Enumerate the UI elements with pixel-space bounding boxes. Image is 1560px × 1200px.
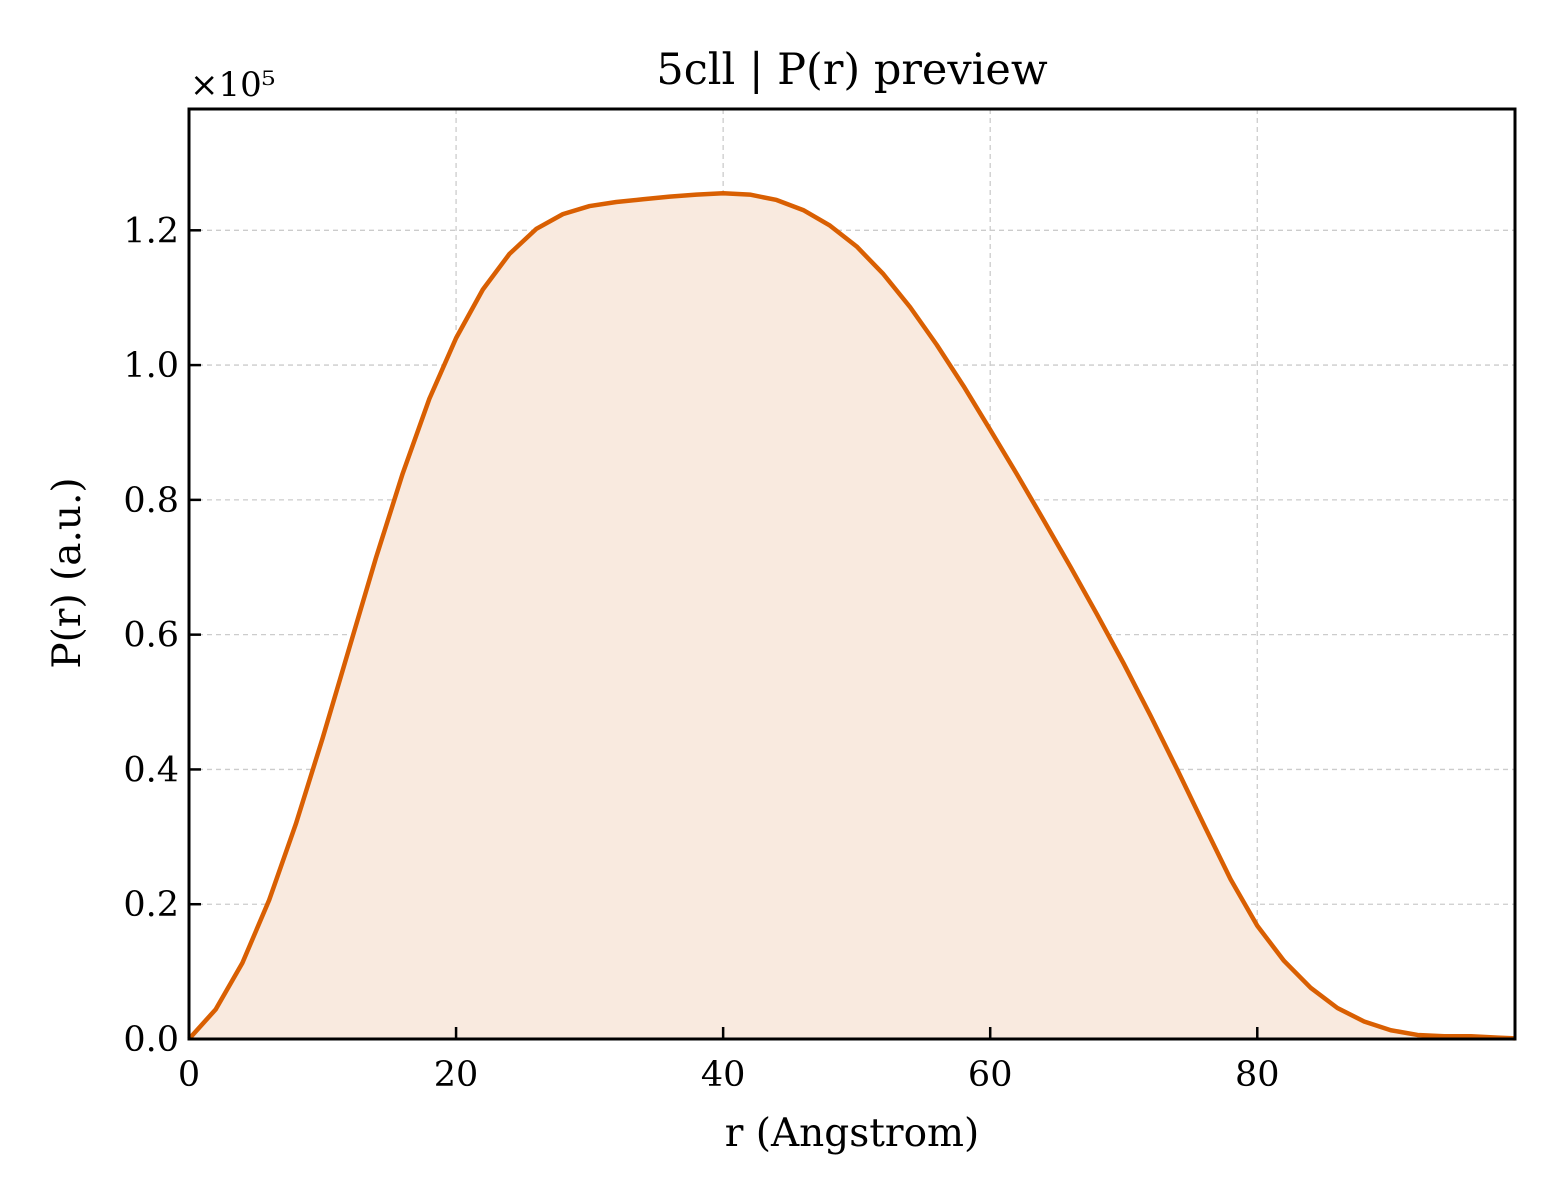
- y-tick-label: 0.6: [123, 616, 179, 656]
- plot-frame: [187, 107, 1517, 1041]
- y-tick-label: 1.0: [123, 346, 179, 386]
- y-axis-label: P(r) (a.u.): [45, 477, 90, 668]
- x-axis-label: r (Angstrom): [725, 1111, 980, 1156]
- y-tick-label: 0.4: [123, 750, 179, 790]
- x-tick-label: 80: [1235, 1055, 1280, 1095]
- x-tick-label: 40: [701, 1055, 746, 1095]
- y-tick-labels: 0.0 0.2 0.4 0.6 0.8 1.0 1.2: [123, 211, 179, 1060]
- y-multiplier-label: ×10⁵: [190, 65, 275, 105]
- x-tick-label: 60: [968, 1055, 1013, 1095]
- pr-area-fill: [189, 193, 1515, 1040]
- y-tick-label: 0.8: [123, 481, 179, 521]
- pr-series-line: [187, 190, 1516, 1041]
- y-tick-label: 0.0: [123, 1020, 179, 1060]
- x-tick-label: 0: [178, 1055, 200, 1095]
- y-tick-label: 0.2: [123, 885, 179, 925]
- x-tick-label: 20: [434, 1055, 479, 1095]
- y-tick-label: 1.2: [123, 211, 179, 251]
- x-tick-labels: 0 20 40 60 80: [178, 1055, 1280, 1095]
- chart-title: 5cll | P(r) preview: [656, 45, 1047, 95]
